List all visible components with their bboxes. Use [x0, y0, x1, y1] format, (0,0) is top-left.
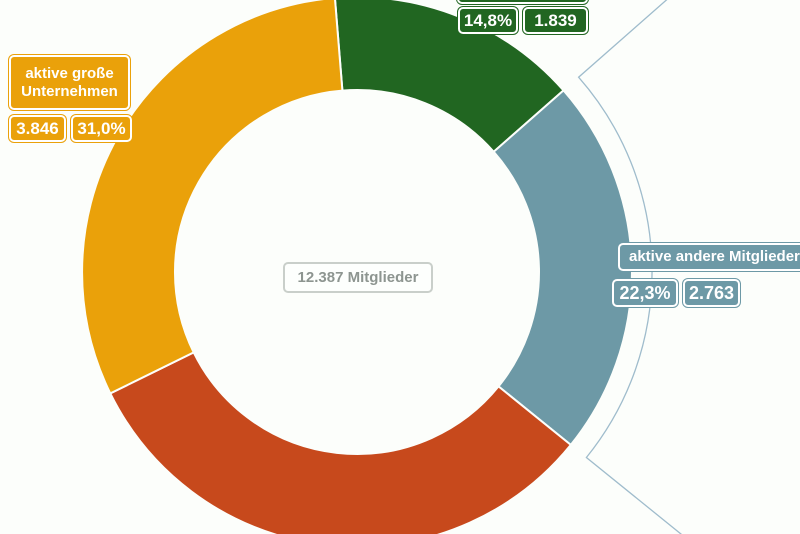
orange-slice-name-label: aktive große Unternehmen	[9, 55, 130, 110]
green-slice-name-label-cutoff	[457, 0, 588, 4]
blue-slice-value-badge: 2.763	[683, 279, 740, 307]
blue-slice-pct-badge: 22,3%	[612, 279, 678, 307]
blue-slice-name-label: aktive andere Mitglieder	[618, 243, 800, 271]
orange-slice-value-badge: 3.846	[9, 115, 66, 142]
pie-slice-blue[interactable]	[492, 88, 633, 447]
green-slice-value-badge: 1.839	[523, 7, 588, 34]
pie-slice-red[interactable]	[108, 351, 573, 534]
pie-slice-orange[interactable]	[81, 0, 344, 395]
green-slice-pct-badge: 14,8%	[458, 7, 518, 34]
center-total-label: 12.387 Mitglieder	[283, 262, 433, 293]
orange-slice-name-line2: Unternehmen	[21, 82, 118, 100]
orange-slice-pct-badge: 31,0%	[71, 115, 132, 142]
orange-slice-name-line1: aktive große	[25, 65, 114, 83]
